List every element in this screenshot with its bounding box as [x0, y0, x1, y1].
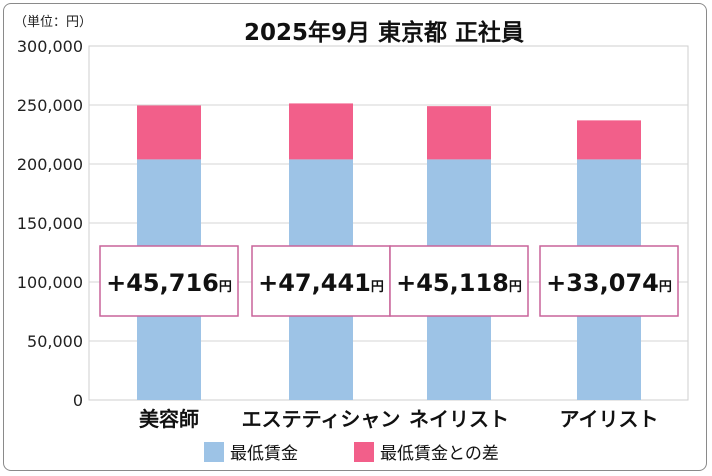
bar-difference: [289, 103, 353, 160]
data-label-box: [99, 245, 239, 317]
bar-difference: [427, 106, 491, 160]
x-category-label: エステティシャン: [242, 407, 401, 431]
bar-difference: [577, 120, 641, 160]
data-label-box: [251, 245, 391, 317]
x-category-label: ネイリスト: [409, 407, 509, 431]
legend-label: 最低賃金との差: [380, 444, 499, 464]
data-label-unit: 円: [219, 280, 232, 295]
x-category-label: 美容師: [139, 407, 199, 431]
y-tick-label: 100,000: [17, 273, 83, 292]
data-label-box: [389, 245, 529, 317]
data-label-value: +47,441: [258, 269, 371, 297]
legend-label: 最低賃金: [230, 444, 298, 464]
y-tick-label: 0: [73, 391, 83, 410]
data-label: +33,074円: [546, 269, 672, 297]
data-label-box: [539, 245, 679, 317]
legend-swatch: [204, 442, 224, 462]
data-label-value: +45,118: [396, 269, 509, 297]
data-label-unit: 円: [371, 280, 384, 295]
x-category-label: アイリスト: [560, 407, 659, 431]
y-tick-label: 50,000: [27, 332, 83, 351]
data-label-value: +33,074: [546, 269, 659, 297]
x-axis-categories: 美容師 エステティシャン ネイリスト アイリスト: [139, 407, 659, 431]
y-tick-label: 200,000: [17, 155, 83, 174]
legend-swatch: [354, 442, 374, 462]
bar-difference: [137, 105, 201, 160]
data-label-value: +45,716: [106, 269, 219, 297]
unit-label: （単位：円）: [14, 14, 92, 30]
data-label-unit: 円: [659, 280, 672, 295]
y-axis-ticks: 0 50,000 100,000 150,000 200,000 250,000 300,0…: [17, 37, 83, 410]
y-tick-label: 150,000: [17, 214, 83, 233]
data-label-unit: 円: [509, 280, 522, 295]
legend: 最低賃金 最低賃金との差: [204, 442, 499, 464]
chart-title: 2025年9月 東京都 正社員: [244, 19, 524, 46]
data-label: +47,441円: [258, 269, 384, 297]
data-label: +45,118円: [396, 269, 522, 297]
y-tick-label: 300,000: [17, 37, 83, 56]
data-label: +45,716円: [106, 269, 232, 297]
data-labels: +45,716円 +47,441円 +45,118円 +33,074円: [99, 245, 679, 317]
y-tick-label: 250,000: [17, 96, 83, 115]
